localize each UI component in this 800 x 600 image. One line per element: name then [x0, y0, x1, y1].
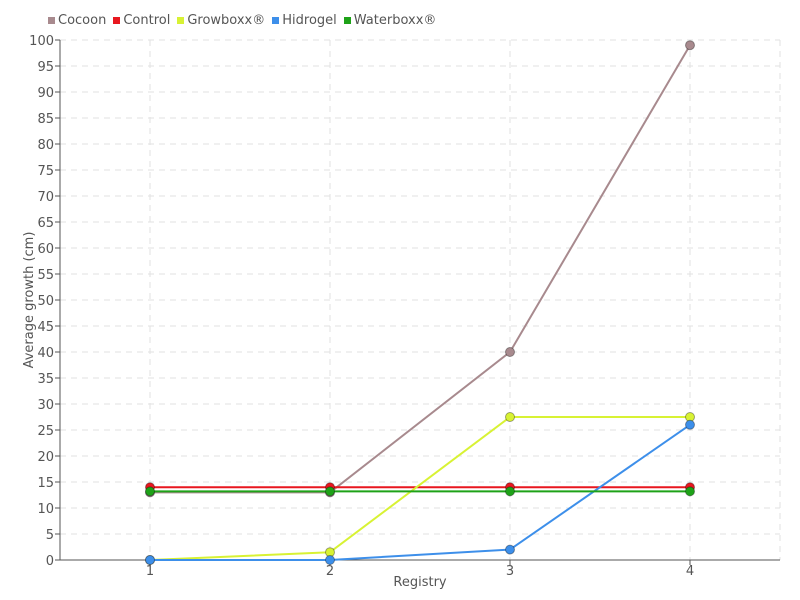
- y-tick-label: 65: [37, 216, 54, 231]
- legend-label-growboxx: Growboxx®: [187, 13, 266, 28]
- y-tick-label: 30: [37, 398, 54, 413]
- legend-swatch-waterboxx: [343, 17, 351, 24]
- y-tick-label: 70: [37, 190, 54, 205]
- y-tick-label: 25: [37, 424, 54, 439]
- legend-item-growboxx[interactable]: Growboxx®: [177, 13, 265, 28]
- y-tick-label: 0: [46, 554, 54, 569]
- series-line-growboxx: [149, 416, 690, 561]
- y-axis-title: Average growth (cm): [22, 232, 37, 369]
- legend-label-control: Control: [123, 13, 171, 28]
- x-axis-title: Registry: [393, 575, 447, 590]
- y-tick-label: 15: [37, 476, 54, 491]
- data-point-waterboxx[interactable]: [325, 486, 335, 497]
- series-line-hidrogel: [150, 423, 691, 561]
- y-tick-label: 60: [37, 242, 54, 257]
- y-tick-labels: 0 5 10 15 20 25 30 35 40 45 50 55 60 65 70 75 80 85 90 95 10…: [29, 34, 60, 569]
- x-tick-label: 3: [506, 564, 514, 579]
- y-tick-label: 40: [37, 346, 54, 361]
- data-point-cocoon[interactable]: [505, 347, 515, 357]
- data-point-waterboxx[interactable]: [505, 486, 515, 497]
- y-tick-label: 45: [37, 320, 54, 335]
- data-point-waterboxx[interactable]: [145, 486, 155, 497]
- y-tick-label: 55: [37, 268, 54, 283]
- data-point-hidrogel[interactable]: [325, 555, 335, 565]
- grid-lines: [60, 39, 781, 560]
- y-tick-label: 20: [37, 450, 54, 465]
- y-tick-label: 5: [46, 528, 54, 543]
- y-tick-label: 50: [37, 294, 54, 309]
- y-tick-label: 85: [37, 112, 54, 127]
- series-growboxx: [145, 412, 695, 565]
- legend-item-hidrogel[interactable]: Hidrogel: [272, 13, 337, 28]
- data-series: [145, 40, 695, 565]
- legend-swatch-growboxx: [177, 17, 185, 24]
- series-waterboxx: [145, 486, 695, 497]
- chart-legend: Cocoon Control Growboxx® Hidrogel Waterb…: [48, 13, 436, 28]
- legend-label-waterboxx: Waterboxx®: [353, 13, 437, 28]
- data-point-hidrogel[interactable]: [505, 544, 515, 555]
- data-point-cocoon[interactable]: [685, 40, 695, 51]
- legend-label-hidrogel: Hidrogel: [282, 13, 337, 28]
- series-cocoon: [145, 40, 695, 498]
- legend-swatch-hidrogel: [272, 17, 280, 24]
- y-tick-label: 10: [37, 502, 54, 517]
- y-tick-label: 90: [37, 86, 54, 101]
- legend-item-waterboxx[interactable]: Waterboxx®: [343, 13, 437, 28]
- data-point-hidrogel[interactable]: [685, 419, 695, 430]
- x-tick-label: 2: [326, 564, 334, 579]
- data-point-growboxx[interactable]: [505, 412, 515, 422]
- legend-label-cocoon: Cocoon: [58, 13, 107, 28]
- data-point-hidrogel[interactable]: [145, 555, 155, 565]
- legend-item-cocoon[interactable]: Cocoon: [48, 13, 106, 28]
- y-tick-label: 80: [37, 138, 54, 153]
- y-tick-label: 100: [29, 34, 54, 49]
- y-tick-label: 35: [37, 372, 54, 387]
- x-tick-label: 1: [146, 564, 154, 579]
- axes: [59, 40, 780, 561]
- series-line-cocoon: [150, 44, 691, 494]
- y-tick-label: 75: [37, 164, 54, 179]
- legend-item-control[interactable]: Control: [113, 13, 170, 28]
- y-tick-label: 95: [37, 60, 54, 75]
- legend-swatch-cocoon: [48, 17, 55, 24]
- series-hidrogel: [145, 419, 695, 565]
- x-tick-label: 4: [686, 564, 694, 579]
- legend-swatch-control: [113, 17, 121, 24]
- data-point-waterboxx[interactable]: [685, 486, 695, 497]
